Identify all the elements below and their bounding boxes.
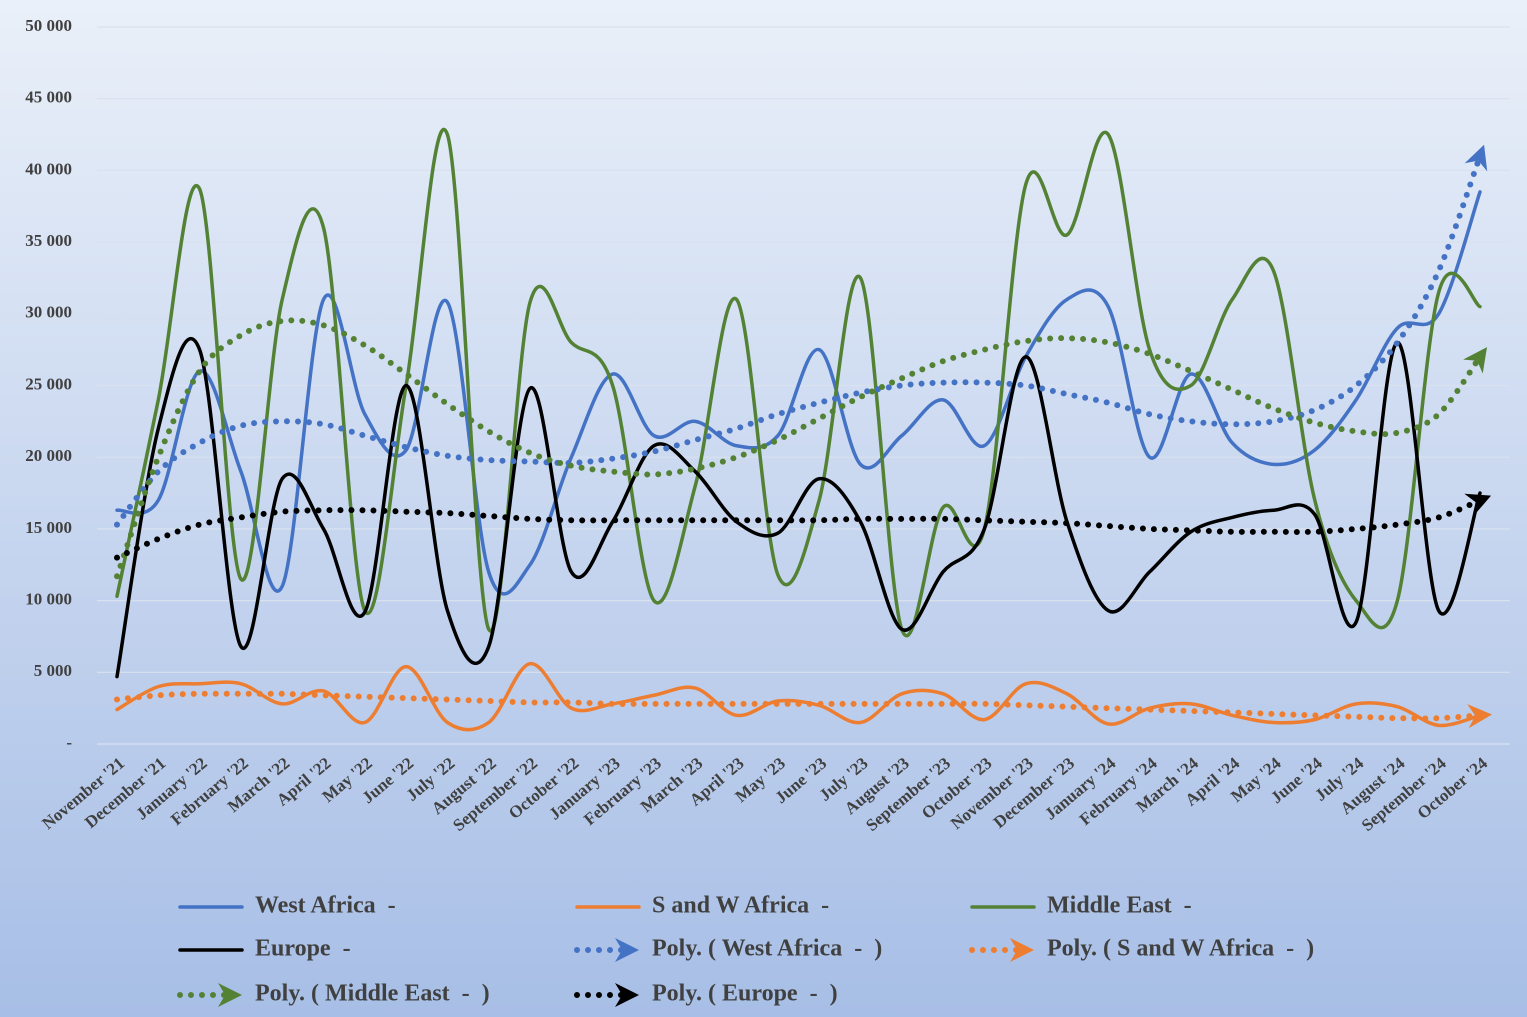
legend-label: Poly. ( West Africa - ): [652, 936, 882, 962]
y-tick-label: 35 000: [25, 231, 72, 250]
legend-label: Poly. ( S and W Africa - ): [1047, 936, 1314, 962]
y-tick-label: 20 000: [25, 446, 72, 465]
y-tick-label: 40 000: [25, 159, 72, 178]
y-tick-label: 10 000: [25, 590, 72, 609]
series-line: [114, 144, 1488, 528]
y-tick-label: 45 000: [25, 88, 72, 107]
series-line: [114, 317, 1488, 580]
y-tick-label: 30 000: [25, 303, 72, 322]
legend-label: Poly. ( Europe - ): [652, 981, 838, 1007]
legend-label: Middle East -: [1047, 893, 1192, 919]
series-line: [115, 127, 1482, 638]
series-line: [114, 690, 1492, 729]
series-line: [115, 190, 1482, 596]
y-tick-label: -: [66, 733, 72, 752]
y-tick-label: 25 000: [25, 374, 72, 393]
series-line: [115, 336, 1482, 679]
legend-label: S and W Africa -: [652, 893, 829, 919]
legend-label: West Africa -: [255, 893, 396, 919]
y-tick-label: 5 000: [34, 661, 72, 680]
legend-label: Poly. ( Middle East - ): [255, 981, 490, 1007]
series-line: [114, 493, 1492, 561]
y-tick-label: 50 000: [25, 16, 72, 35]
y-tick-label: 15 000: [25, 518, 72, 537]
series-line: [115, 661, 1482, 732]
legend-label: Europe -: [255, 936, 351, 962]
